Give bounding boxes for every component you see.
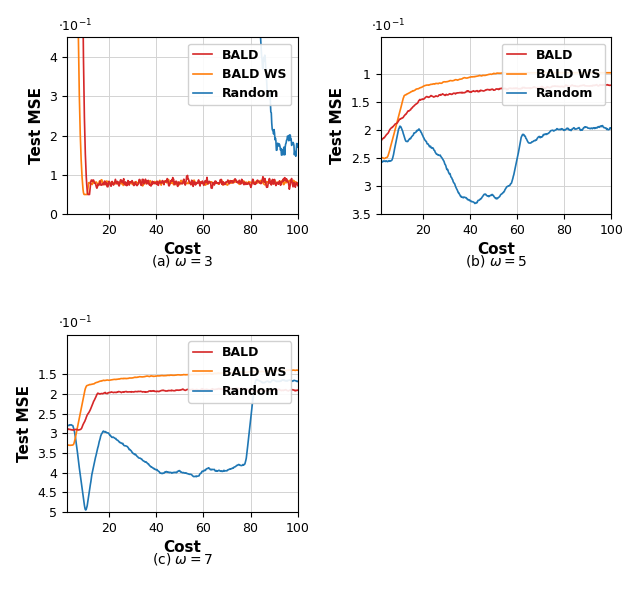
Text: $\cdot10^{-1}$: $\cdot10^{-1}$	[58, 17, 92, 34]
Legend: BALD, BALD WS, Random: BALD, BALD WS, Random	[502, 44, 605, 105]
Legend: BALD, BALD WS, Random: BALD, BALD WS, Random	[188, 44, 291, 105]
Legend: BALD, BALD WS, Random: BALD, BALD WS, Random	[188, 342, 291, 403]
Y-axis label: Test MSE: Test MSE	[29, 87, 44, 164]
Text: $\cdot10^{-1}$: $\cdot10^{-1}$	[371, 17, 405, 34]
Text: (a) $\omega = 3$: (a) $\omega = 3$	[151, 253, 213, 269]
Text: $\cdot10^{-1}$: $\cdot10^{-1}$	[58, 315, 92, 332]
Y-axis label: Test MSE: Test MSE	[330, 87, 346, 164]
X-axis label: Cost: Cost	[163, 540, 201, 555]
Y-axis label: Test MSE: Test MSE	[17, 385, 31, 462]
Text: (c) $\omega = 7$: (c) $\omega = 7$	[152, 551, 213, 567]
X-axis label: Cost: Cost	[163, 242, 201, 257]
Text: (b) $\omega = 5$: (b) $\omega = 5$	[465, 253, 527, 269]
X-axis label: Cost: Cost	[477, 242, 515, 257]
